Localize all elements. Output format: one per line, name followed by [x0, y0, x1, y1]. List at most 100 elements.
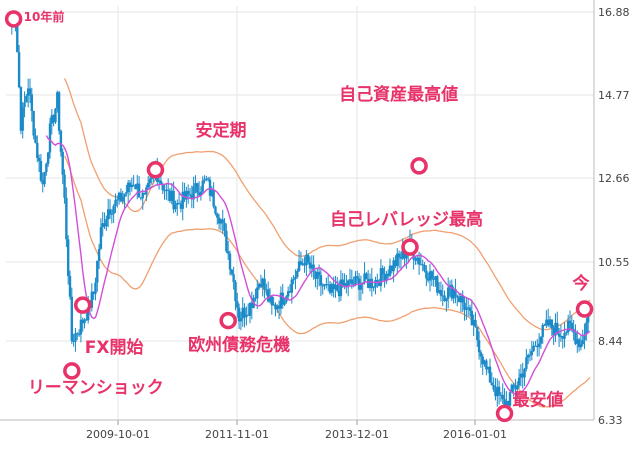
- candle-body: [261, 278, 264, 287]
- candle-body: [574, 332, 577, 344]
- candle-body: [437, 290, 441, 293]
- candle-body: [181, 191, 184, 209]
- candle-body: [301, 263, 304, 265]
- candle-body: [108, 209, 112, 215]
- candle-body: [303, 263, 306, 266]
- candle-body: [201, 180, 204, 192]
- candle-body: [570, 322, 574, 329]
- band-lines: [63, 78, 591, 408]
- candle-body: [470, 310, 474, 326]
- candle-body: [188, 194, 192, 196]
- candle-body: [212, 190, 215, 207]
- annotation-marker: [73, 296, 92, 314]
- candle-body: [263, 278, 266, 290]
- candle-body: [576, 339, 579, 344]
- candle-body: [457, 297, 461, 303]
- candle-body: [383, 274, 386, 282]
- candle-body: [179, 204, 183, 209]
- candle-body: [577, 339, 581, 348]
- candle-body: [241, 307, 244, 319]
- candle-body: [390, 265, 394, 272]
- candle-body: [534, 345, 537, 347]
- candle-body: [68, 276, 72, 297]
- candle-body: [117, 192, 121, 200]
- candle-body: [477, 340, 481, 353]
- candle-body: [456, 296, 459, 298]
- candle-body: [426, 278, 430, 281]
- candle-body: [326, 284, 330, 286]
- annotation-label: 欧州債務危機: [188, 335, 290, 356]
- candle-body: [474, 319, 477, 327]
- candle-body: [121, 196, 124, 202]
- candle-body: [223, 222, 226, 231]
- candle-body: [546, 319, 550, 326]
- candle-body: [581, 340, 584, 345]
- candle-body: [61, 151, 64, 175]
- candle-body: [277, 305, 281, 309]
- candle-body: [97, 248, 101, 261]
- annotation-label: FX開始: [85, 337, 144, 358]
- candle-body: [312, 264, 315, 272]
- candle-body: [496, 386, 499, 397]
- candle-body: [486, 366, 490, 370]
- y-tick-label: 12.66: [598, 172, 630, 185]
- candle-body: [163, 190, 166, 192]
- upper-band: [63, 78, 591, 331]
- candle-body: [559, 336, 563, 338]
- candle-body: [159, 180, 163, 184]
- candle-body: [479, 352, 483, 357]
- candle-body: [234, 282, 237, 302]
- candle-body: [494, 389, 497, 397]
- candle-body: [536, 345, 539, 348]
- ma-line: [45, 135, 591, 395]
- annotation-label: 10年前: [24, 9, 65, 24]
- candle-body: [236, 301, 239, 308]
- candle-body: [183, 191, 186, 200]
- candle-body: [50, 115, 54, 124]
- candle-body: [105, 219, 108, 227]
- candle-body: [136, 183, 139, 190]
- candle-body: [414, 259, 417, 261]
- candle-body: [430, 271, 434, 279]
- candle-body: [366, 279, 370, 288]
- candle-body: [286, 291, 290, 297]
- candle-body: [439, 290, 443, 296]
- candle-body: [499, 394, 503, 396]
- candle-body: [294, 276, 297, 280]
- candle-body: [270, 296, 274, 306]
- candle-body: [376, 280, 379, 283]
- candle-body: [101, 223, 104, 228]
- candle-body: [166, 189, 170, 191]
- candle-body: [148, 178, 152, 183]
- candle-body: [585, 322, 588, 335]
- candle-body: [41, 180, 44, 185]
- candle-body: [96, 260, 99, 283]
- annotation-marker: [63, 362, 81, 380]
- candle-body: [39, 160, 43, 181]
- annotation-marker: [401, 238, 419, 256]
- candle-body: [292, 279, 295, 281]
- candle-body: [381, 268, 384, 275]
- candle-body: [19, 87, 23, 131]
- candle-body: [450, 284, 454, 299]
- annotation-label: 最安値: [513, 389, 564, 410]
- candle-body: [405, 253, 408, 259]
- candle-body: [554, 322, 557, 336]
- candle-body: [23, 102, 26, 108]
- candle-body: [114, 200, 117, 207]
- candle-body: [103, 223, 106, 227]
- y-tick-label: 8.44: [598, 335, 623, 348]
- candle-body: [503, 399, 506, 410]
- candle-body: [565, 332, 568, 334]
- candle-body: [276, 305, 279, 310]
- candle-body: [548, 319, 552, 326]
- candle-body: [119, 192, 123, 202]
- candle-body: [165, 189, 168, 191]
- candle-body: [37, 157, 41, 161]
- candle-body: [132, 184, 135, 186]
- candle-body: [423, 265, 426, 271]
- candle-body: [386, 273, 390, 276]
- candle-body: [377, 282, 381, 286]
- candle-body: [374, 280, 377, 288]
- candle-body: [94, 282, 97, 295]
